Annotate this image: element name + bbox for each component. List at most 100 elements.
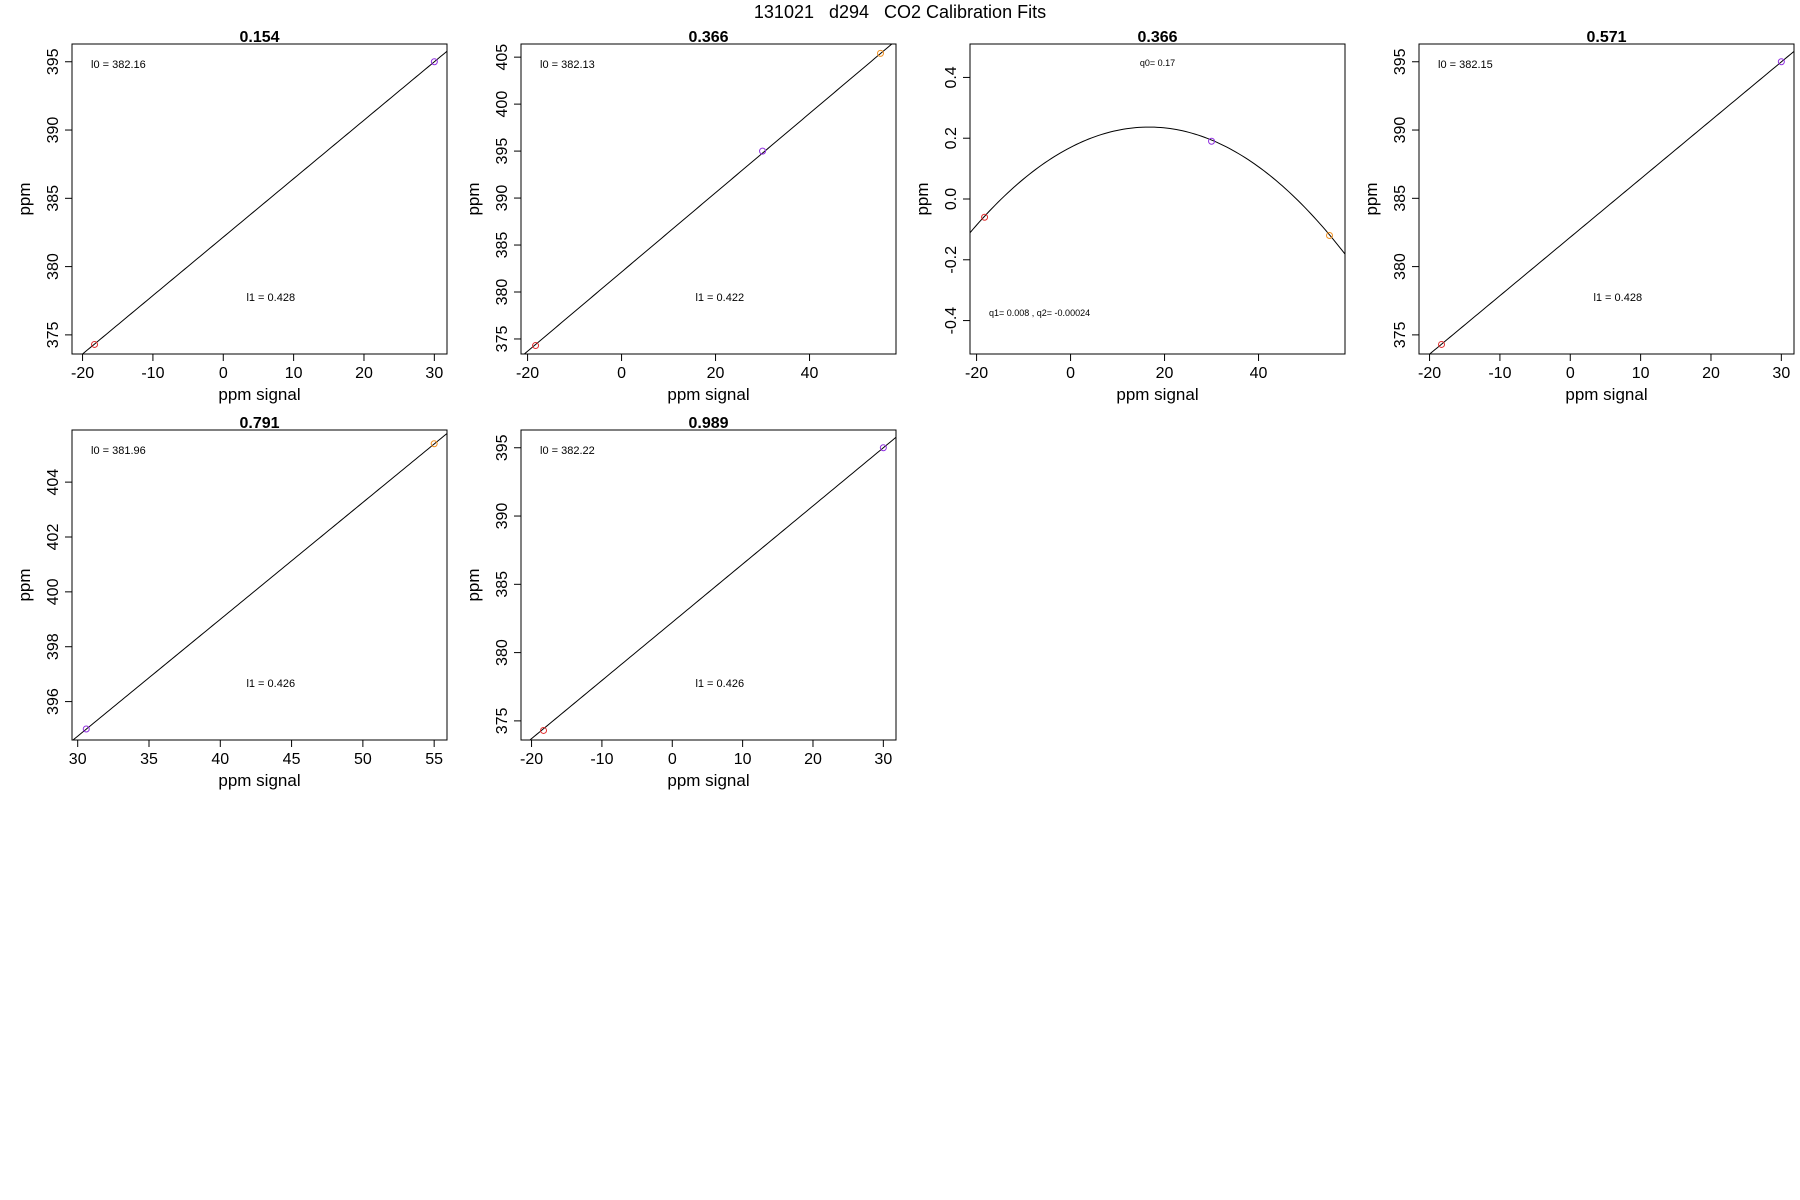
- plot-frame: [520, 43, 897, 355]
- fit-slope-label: l1 = 0.428: [246, 292, 295, 304]
- y-tick-label: 385: [1392, 185, 1409, 212]
- y-tick-label: 375: [494, 326, 511, 353]
- fit-slope-label: l1 = 0.422: [695, 292, 744, 304]
- panel-3: -20 0 20 40 -0.4 -0.2 0.0 0.2 0.4 ppm signal ppm 0.…: [913, 29, 1346, 404]
- data-point: [532, 342, 540, 350]
- panel-title: 0.366: [1137, 29, 1177, 46]
- x-tick-label: -20: [516, 365, 539, 382]
- fit-curve-group: [529, 436, 896, 740]
- x-tick-label: 10: [285, 365, 303, 382]
- y-tick-label: 404: [45, 469, 62, 496]
- page-title: 131021 d294 CO2 Calibration Fits: [753, 2, 1047, 22]
- fit-line: [523, 44, 893, 354]
- fit-intercept-label: l0 = 381.96: [91, 445, 146, 457]
- plot-frame: [71, 429, 448, 741]
- data-point: [759, 147, 767, 155]
- x-tick-label: -20: [1418, 365, 1441, 382]
- x-tick-label: 30: [425, 365, 443, 382]
- panel-5: 30 35 40 45 50 55 396 398 400 402 404 ppm signal ppm…: [15, 415, 448, 790]
- fit-slope-label: l1 = 0.426: [246, 678, 295, 690]
- panel-title: 0.571: [1586, 29, 1626, 46]
- y-tick-label: 0.2: [943, 127, 960, 149]
- fit-curve-group: [72, 433, 447, 740]
- y-tick-label: 375: [1392, 321, 1409, 348]
- y-tick-label: 395: [494, 434, 511, 461]
- x-tick-label: -20: [71, 365, 94, 382]
- x-tick-label: 20: [1156, 365, 1174, 382]
- x-axis-label: ppm signal: [667, 385, 749, 404]
- fit-curve-group: [970, 126, 1345, 255]
- y-axis-label: ppm: [15, 568, 34, 601]
- plot-frame: [1418, 43, 1795, 355]
- y-tick-label: 380: [494, 279, 511, 306]
- y-tick-label: 385: [494, 571, 511, 598]
- data-point: [876, 49, 884, 57]
- fit-curve-group: [81, 50, 447, 354]
- x-tick-label: 0: [1066, 365, 1075, 382]
- x-tick-label: 0: [617, 365, 626, 382]
- y-tick-label: -0.2: [943, 246, 960, 274]
- x-tick-label: 0: [219, 365, 228, 382]
- y-tick-label: 0.4: [943, 66, 960, 88]
- data-point: [1777, 58, 1785, 66]
- fit-line: [72, 433, 447, 740]
- x-tick-label: 0: [668, 751, 677, 768]
- y-tick-label: 400: [494, 91, 511, 118]
- x-tick-label: 30: [874, 751, 892, 768]
- x-tick-label: -20: [520, 751, 543, 768]
- y-tick-label: 396: [45, 688, 62, 715]
- x-tick-label: 40: [1250, 365, 1268, 382]
- y-tick-label: 395: [45, 48, 62, 75]
- fit-slope-label: l1 = 0.428: [1593, 292, 1642, 304]
- fit-curve-group: [523, 44, 893, 354]
- data-point: [430, 58, 438, 66]
- plot-frame: [71, 43, 448, 355]
- x-tick-label: 20: [1702, 365, 1720, 382]
- data-point: [1438, 340, 1446, 348]
- y-tick-label: 380: [1392, 253, 1409, 280]
- plot-frame: [520, 429, 897, 741]
- fit-line: [81, 50, 447, 354]
- panel-title: 0.989: [688, 415, 728, 432]
- x-tick-label: 50: [354, 751, 372, 768]
- y-axis-label: ppm: [913, 182, 932, 215]
- panel-1: -20 -10 0 10 20 30 375 380 385 390 395 ppm signal pp…: [15, 29, 448, 404]
- x-tick-label: 20: [355, 365, 373, 382]
- data-point: [430, 440, 438, 448]
- x-tick-label: 10: [734, 751, 752, 768]
- y-tick-label: 405: [494, 44, 511, 71]
- data-point: [540, 726, 548, 734]
- y-tick-label: 402: [45, 524, 62, 551]
- x-axis-label: ppm signal: [667, 771, 749, 790]
- fit-line: [970, 126, 1345, 255]
- x-tick-label: 20: [804, 751, 822, 768]
- y-axis-label: ppm: [464, 568, 483, 601]
- x-tick-label: -20: [965, 365, 988, 382]
- x-tick-label: 30: [69, 751, 87, 768]
- x-tick-label: 45: [283, 751, 301, 768]
- x-tick-label: 55: [425, 751, 443, 768]
- panel-title: 0.154: [239, 29, 279, 46]
- fit-intercept-label: l0 = 382.16: [91, 59, 146, 71]
- y-tick-label: 398: [45, 633, 62, 660]
- y-tick-label: 385: [494, 232, 511, 259]
- y-axis-label: ppm: [464, 182, 483, 215]
- y-tick-label: 380: [494, 639, 511, 666]
- fit-intercept-label: l0 = 382.15: [1438, 59, 1493, 71]
- x-axis-label: ppm signal: [218, 771, 300, 790]
- y-tick-label: 375: [494, 707, 511, 734]
- x-tick-label: 20: [707, 365, 725, 382]
- data-point: [879, 444, 887, 452]
- panel-4: -20 -10 0 10 20 30 375 380 385 390 395 ppm signal pp…: [1362, 29, 1795, 404]
- x-tick-label: -10: [141, 365, 164, 382]
- panel-title: 0.366: [688, 29, 728, 46]
- y-tick-label: 390: [494, 503, 511, 530]
- y-tick-label: 395: [494, 138, 511, 165]
- y-tick-label: 380: [45, 253, 62, 280]
- y-axis-label: ppm: [15, 182, 34, 215]
- y-tick-label: 0.0: [943, 188, 960, 210]
- panel-6: -20 -10 0 10 20 30 375 380 385 390 395 ppm signal pp…: [464, 415, 897, 790]
- x-tick-label: 30: [1772, 365, 1790, 382]
- data-point: [1208, 137, 1216, 145]
- data-point: [1325, 231, 1333, 239]
